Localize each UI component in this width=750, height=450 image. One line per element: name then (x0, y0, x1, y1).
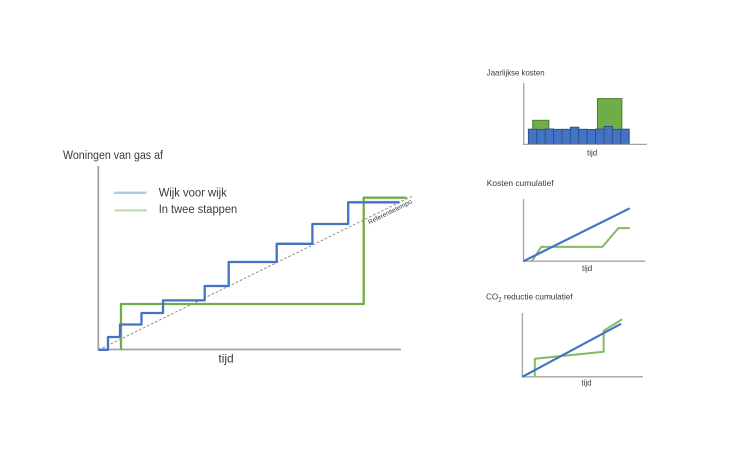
svg-text:tijd: tijd (587, 149, 597, 158)
svg-text:Kosten cumulatief: Kosten cumulatief (487, 179, 555, 188)
svg-text:tijd: tijd (581, 378, 591, 387)
svg-text:tijd: tijd (218, 352, 233, 366)
svg-text:In twee stappen: In twee stappen (159, 204, 238, 216)
svg-text:Jaarlijkse kosten: Jaarlijkse kosten (487, 69, 545, 78)
svg-text:CO2 reductie cumulatief: CO2 reductie cumulatief (486, 293, 573, 304)
svg-text:tijd: tijd (582, 264, 592, 273)
svg-text:Woningen van gas af: Woningen van gas af (63, 148, 164, 162)
svg-text:Wijk voor wijk: Wijk voor wijk (159, 188, 227, 200)
